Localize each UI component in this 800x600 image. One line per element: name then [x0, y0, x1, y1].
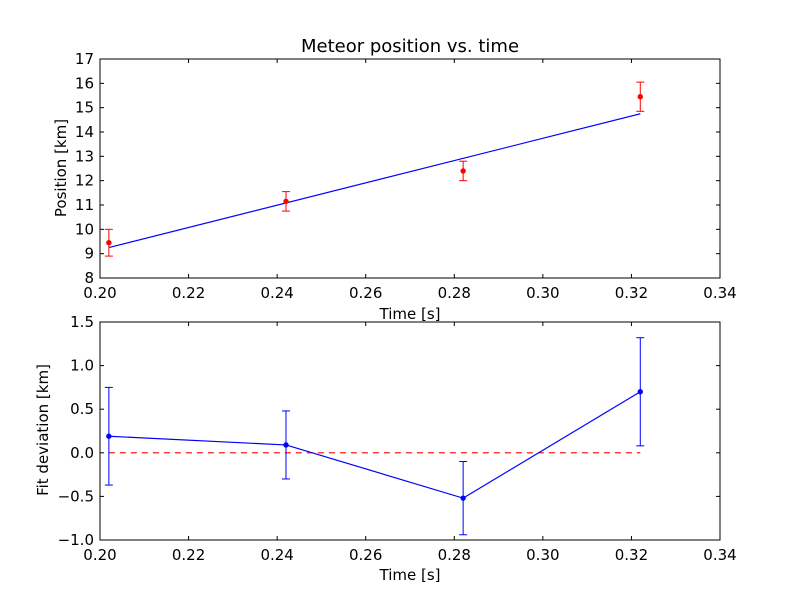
- top-x-tick-label: 0.28: [438, 284, 471, 302]
- top-y-tick-label: 11: [75, 196, 94, 214]
- top-chart-title: Meteor position vs. time: [301, 36, 519, 57]
- bottom-x-tick-label: 0.20: [83, 546, 116, 564]
- bottom-y-tick-label: 1.5: [70, 313, 94, 331]
- bottom-x-tick-label: 0.22: [172, 546, 205, 564]
- bottom-deviation-line: [108, 391, 641, 499]
- bottom-x-tick-label: 0.30: [526, 546, 559, 564]
- bottom-plot-area: 0.20 0.22 0.24 0.26 0.28 0.30 0.32 0.34 −1.0 −0.5…: [58, 313, 737, 564]
- top-x-tick-label: 0.34: [703, 284, 736, 302]
- bottom-y-tick-label: −0.5: [58, 487, 94, 505]
- top-y-tick-label: 12: [75, 172, 94, 190]
- bottom-x-tick-label: 0.28: [438, 546, 471, 564]
- bottom-data-point: [637, 389, 643, 395]
- top-x-tick-label: 0.32: [615, 284, 648, 302]
- top-data-point: [283, 198, 289, 205]
- bottom-x-tick-label: 0.34: [703, 546, 736, 564]
- bottom-y-tick-label: 0.5: [70, 400, 94, 418]
- bottom-y-axis-label: Fit deviation [km]: [34, 364, 52, 496]
- top-x-tick-label: 0.26: [349, 284, 382, 302]
- bottom-y-tick-label: 0.0: [70, 444, 94, 462]
- bottom-data-point: [460, 495, 466, 501]
- bottom-data-point: [283, 442, 289, 448]
- bottom-x-tick-label: 0.32: [615, 546, 648, 564]
- top-x-axis-label: Time [s]: [379, 305, 441, 323]
- top-y-tick-label: 10: [75, 220, 94, 238]
- top-y-tick-label: 14: [75, 123, 94, 141]
- bottom-y-tick-label: −1.0: [58, 531, 94, 549]
- top-data-point: [106, 240, 112, 246]
- top-x-tick-label: 0.30: [526, 284, 559, 302]
- bottom-x-tick-label: 0.24: [260, 546, 293, 564]
- top-plot-area: 0.20 0.22 0.24 0.26 0.28 0.30 0.32 0.34 8 9 10 11 12…: [75, 50, 737, 302]
- bottom-x-axis-label: Time [s]: [379, 566, 441, 584]
- top-x-tick-label: 0.20: [83, 284, 116, 302]
- top-y-tick-label: 8: [84, 269, 94, 287]
- top-data-point: [637, 94, 643, 100]
- top-y-tick-label: 17: [75, 50, 94, 68]
- top-y-tick-label: 13: [75, 147, 94, 165]
- bottom-axes-frame: [99, 321, 721, 541]
- bottom-y-tick-label: 1.0: [70, 357, 94, 375]
- top-y-tick-label: 15: [75, 99, 94, 117]
- top-data-point: [460, 168, 466, 174]
- top-x-tick-label: 0.22: [172, 284, 205, 302]
- top-fit-line: [108, 113, 641, 249]
- top-axes-frame: [99, 58, 721, 279]
- bottom-data-point: [106, 433, 112, 439]
- top-y-tick-label: 16: [75, 74, 94, 92]
- bottom-x-tick-label: 0.26: [349, 546, 382, 564]
- top-y-axis-label: Position [km]: [52, 119, 70, 217]
- top-x-tick-label: 0.24: [260, 284, 293, 302]
- top-y-tick-label: 9: [84, 245, 94, 263]
